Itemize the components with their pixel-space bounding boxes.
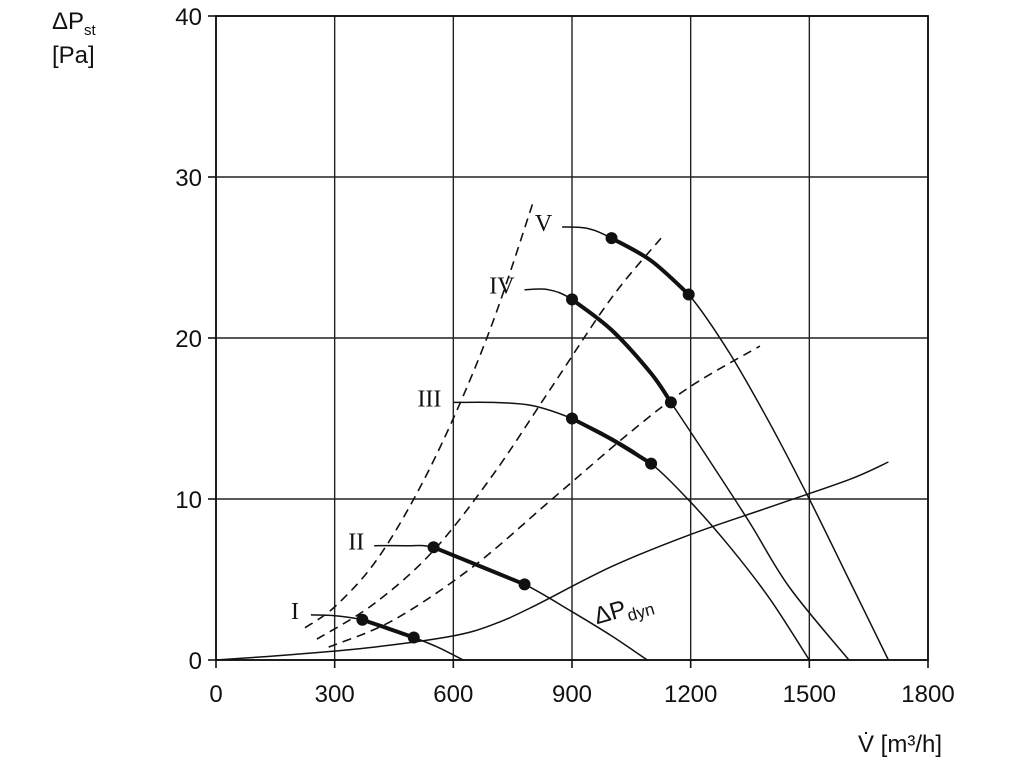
- fan-curve-iv-marker-1: [566, 293, 578, 306]
- dashed-line-1: [304, 204, 534, 629]
- dyn-pressure-label-sub: dyn: [625, 599, 657, 625]
- y-tick-label-40: 40: [175, 4, 202, 31]
- x-axis-label: V̇ [m³/h]: [858, 730, 942, 758]
- fan-curve-i-label: I: [291, 599, 299, 625]
- y-axis-unit: [Pa]: [52, 42, 95, 69]
- fan-curve-ii-marker-2: [518, 578, 531, 591]
- grid: [215, 15, 929, 661]
- fan-curve-i-marker-1: [356, 613, 369, 626]
- y-tick-label-20: 20: [175, 326, 202, 353]
- fan-curve-iv-label: IV: [489, 274, 515, 300]
- fan-curve-v-marker-1: [605, 232, 618, 245]
- y-tick-label-0: 0: [189, 648, 202, 675]
- fan-curve-iv: [524, 288, 850, 661]
- fan-curve-v: [562, 226, 890, 661]
- fan-curve-ii-label: II: [348, 530, 364, 556]
- x-tick-label-900: 900: [552, 681, 592, 708]
- fan-curve-v-label: V: [535, 211, 553, 237]
- fan-curve-iii-marker-1: [566, 412, 578, 425]
- fan-curve-iii-marker-2: [645, 457, 658, 470]
- fan-curve-iii-label: III: [417, 386, 441, 412]
- fan-curve-iii-operating-range: [571, 416, 653, 466]
- dashed-line-3: [328, 345, 761, 648]
- x-tick-label-300: 300: [315, 681, 355, 708]
- dashed-line-2: [316, 237, 662, 640]
- axes: 0 300 600 900 1200 1500 1800 0 10 20 30 40: [175, 4, 954, 708]
- x-tick-label-1500: 1500: [783, 681, 836, 708]
- dyn-pressure-line: [215, 461, 889, 661]
- x-tick-label-1800: 1800: [901, 681, 954, 708]
- y-axis-label-sub: st: [84, 22, 97, 39]
- fan-curve-v-operating-range: [610, 236, 691, 296]
- x-tick-label-600: 600: [433, 681, 473, 708]
- fan-curve-ii-marker-1: [427, 541, 440, 554]
- y-axis-label-main: ΔP: [52, 8, 84, 35]
- x-tick-label-1200: 1200: [664, 681, 717, 708]
- fan-curve-v-marker-2: [682, 288, 695, 301]
- x-tick-label-0: 0: [209, 681, 222, 708]
- fan-curve-ii-operating-range: [432, 545, 526, 587]
- fan-curve-i-marker-2: [407, 631, 420, 644]
- y-axis-label: ΔPst: [52, 8, 97, 39]
- dyn-pressure-label: ΔPdyn: [591, 588, 657, 634]
- y-tick-label-10: 10: [175, 487, 202, 514]
- fan-curve-iv-marker-2: [664, 396, 677, 409]
- y-tick-label-30: 30: [175, 165, 202, 192]
- fan-curve-iv-operating-range: [570, 297, 673, 404]
- dyn-pressure-label-main: ΔP: [591, 595, 629, 630]
